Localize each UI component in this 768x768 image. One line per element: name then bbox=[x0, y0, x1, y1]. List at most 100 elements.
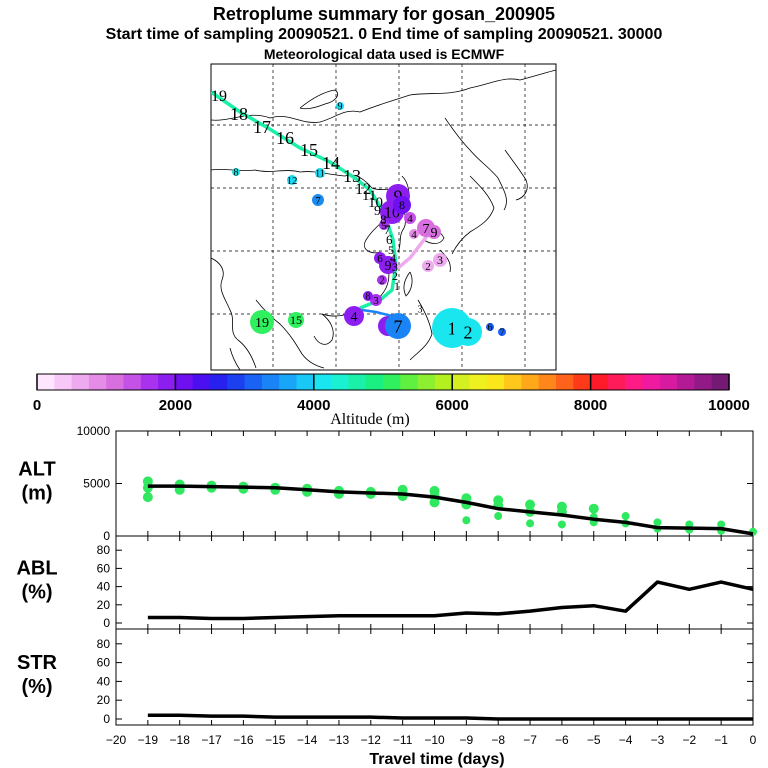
trajectory-label-day-6: 6 bbox=[386, 232, 393, 247]
x-tick-label: −12 bbox=[361, 733, 382, 747]
cluster-circle bbox=[498, 328, 506, 336]
colorbar-swatch bbox=[54, 374, 73, 390]
colorbar-swatch bbox=[227, 374, 246, 390]
colorbar-tick-label: 0 bbox=[33, 397, 41, 414]
colorbar-swatch bbox=[642, 374, 661, 390]
colorbar-swatch bbox=[417, 374, 436, 390]
colorbar-swatch bbox=[486, 374, 505, 390]
trajectory-label-day-18: 18 bbox=[230, 104, 248, 124]
x-tick-label: −17 bbox=[201, 733, 222, 747]
map-cluster-15: 3 bbox=[433, 253, 447, 267]
altitude-point bbox=[557, 520, 566, 529]
colorbar-swatch bbox=[469, 374, 488, 390]
trajectory-label-day-9: 9 bbox=[374, 204, 381, 219]
cluster-label: 4 bbox=[411, 229, 417, 241]
cluster-label: 7 bbox=[423, 222, 430, 237]
colorbar-swatch bbox=[711, 374, 730, 390]
colorbar-swatch bbox=[659, 374, 678, 390]
cluster-circle bbox=[454, 318, 482, 346]
cluster-label: 6 bbox=[488, 323, 493, 334]
y-tick-label: 0 bbox=[103, 529, 110, 543]
map-cluster-18: 3 bbox=[370, 294, 382, 307]
colorbar-swatch bbox=[210, 374, 228, 390]
colorbar-swatch bbox=[538, 374, 557, 390]
cluster-circle bbox=[287, 175, 297, 185]
cluster-circle bbox=[433, 253, 447, 267]
cluster-label: 8 bbox=[234, 168, 239, 179]
cluster-label: 2 bbox=[464, 322, 473, 342]
map-cluster-1: 9 bbox=[336, 102, 344, 113]
met-data-note: Meteorological data used is ECMWF bbox=[263, 46, 505, 62]
cluster-circle bbox=[422, 260, 434, 272]
colorbar-swatch bbox=[71, 374, 90, 390]
map-cluster-24: 4 bbox=[344, 306, 364, 326]
cluster-circle bbox=[385, 313, 411, 339]
cluster-label: 7 bbox=[500, 328, 505, 339]
colorbar-swatch bbox=[192, 374, 211, 390]
altitude-point bbox=[621, 512, 630, 521]
x-axis-label: Travel time (days) bbox=[369, 751, 504, 768]
cluster-label: 9 bbox=[385, 259, 392, 274]
x-tick-label: −18 bbox=[170, 733, 191, 747]
cluster-circle bbox=[344, 306, 364, 326]
map-cluster-4: 11 bbox=[315, 168, 325, 180]
cluster-circle bbox=[486, 323, 494, 331]
x-tick-label: −19 bbox=[138, 733, 159, 747]
time-series-panels: ALT(m)0500010000ABL(%)020406080STR(%)020… bbox=[16, 424, 757, 747]
cluster-label: 15 bbox=[290, 313, 302, 327]
x-tick-label: −14 bbox=[297, 733, 318, 747]
cluster-circle bbox=[315, 168, 325, 178]
altitude-point bbox=[526, 519, 535, 528]
map-cluster-21: 3 bbox=[418, 305, 423, 316]
altitude-point bbox=[588, 503, 599, 514]
colorbar-swatch bbox=[625, 374, 644, 390]
trajectory-label-day-12: 12 bbox=[355, 181, 371, 198]
colorbar-tick-label: 6000 bbox=[436, 397, 469, 414]
colorbar-tick-label: 2000 bbox=[159, 397, 192, 414]
y-tick-label: 0 bbox=[103, 616, 110, 630]
map-cluster-26: 7 bbox=[385, 313, 411, 339]
cluster-circle bbox=[370, 294, 382, 306]
altitude-point bbox=[717, 520, 726, 529]
map-cluster-22: 19 bbox=[250, 310, 274, 334]
trajectory-label-day-16: 16 bbox=[276, 128, 294, 148]
x-tick-label: −3 bbox=[651, 733, 665, 747]
x-tick-label: −1 bbox=[714, 733, 728, 747]
colorbar-swatch bbox=[261, 374, 280, 390]
x-tick-label: −6 bbox=[555, 733, 569, 747]
y-tick-label: 0 bbox=[103, 712, 110, 726]
panel-str: STR(%) 0 20 40 60 80 bbox=[17, 628, 754, 726]
trajectory-label-day-8: 8 bbox=[380, 212, 387, 227]
colorbar-swatch bbox=[573, 374, 592, 390]
altitude-colorbar: 0 2000 4000 6000 8000 10000 bbox=[33, 373, 750, 414]
cluster-label: 8 bbox=[366, 292, 371, 303]
colorbar-swatch bbox=[556, 374, 574, 390]
cluster-label: 4 bbox=[351, 310, 358, 325]
cluster-label: 2 bbox=[425, 261, 431, 273]
panel-side-label: (%) bbox=[21, 582, 52, 604]
cluster-circle bbox=[250, 310, 274, 334]
colorbar-swatch bbox=[175, 374, 194, 390]
cluster-label: 8 bbox=[399, 198, 405, 212]
panel-alt: ALT(m) 0 5000 10000 bbox=[18, 424, 757, 543]
cluster-label: 19 bbox=[255, 316, 269, 331]
map-cluster-30: 7 bbox=[498, 328, 506, 339]
y-tick-label: 10000 bbox=[77, 424, 111, 438]
plume-clusters: 98121179108479459326382319154171267 bbox=[232, 102, 506, 348]
map-cluster-29: 6 bbox=[486, 323, 494, 334]
colorbar-swatch bbox=[296, 374, 315, 390]
trajectory-label-day-15: 15 bbox=[300, 140, 318, 160]
map-cluster-16: 2 bbox=[422, 260, 434, 273]
x-tick-label: −10 bbox=[424, 733, 445, 747]
map-cluster-2: 8 bbox=[232, 168, 240, 179]
altitude-point bbox=[525, 499, 536, 510]
trajectory-label-day-13: 13 bbox=[343, 166, 361, 186]
trajectory-label-day-4: 4 bbox=[390, 251, 396, 265]
cluster-label: 6 bbox=[377, 253, 383, 265]
colorbar-swatch bbox=[400, 374, 419, 390]
x-tick-label: −15 bbox=[265, 733, 286, 747]
panel-abl: ABL(%) 0 20 40 60 80 bbox=[16, 535, 754, 630]
colorbar-label: Altitude (m) bbox=[330, 411, 410, 428]
